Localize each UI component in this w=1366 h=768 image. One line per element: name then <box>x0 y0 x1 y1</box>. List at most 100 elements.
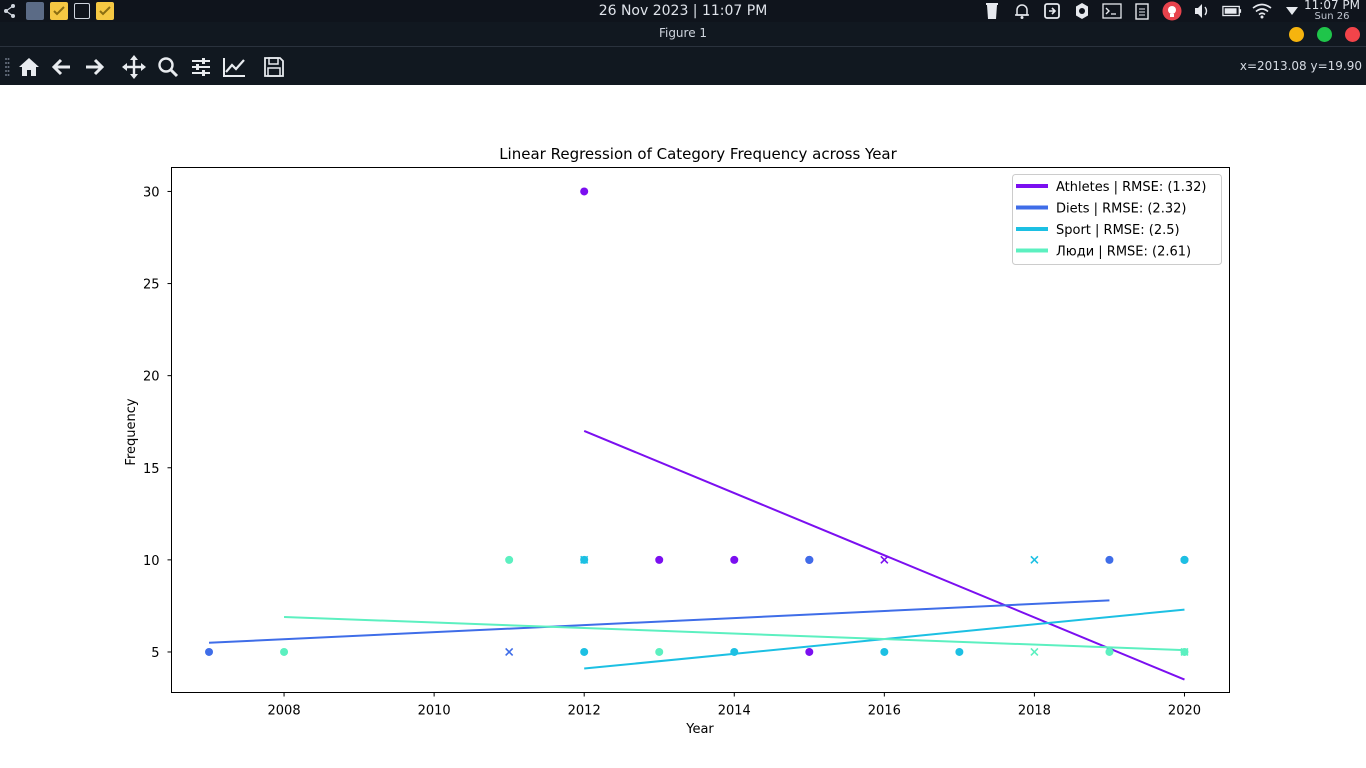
wifi-icon[interactable] <box>1252 2 1272 20</box>
terminal-icon[interactable] <box>1102 2 1122 20</box>
regression-line <box>208 599 1110 644</box>
x-tick-label: 2016 <box>868 704 901 719</box>
edit-axis-button[interactable] <box>221 54 247 80</box>
data-point <box>655 555 664 564</box>
idea-icon[interactable] <box>1162 1 1182 21</box>
notes-app-icon[interactable] <box>50 2 68 20</box>
close-button[interactable] <box>1345 27 1360 42</box>
y-axis-label: Frequency <box>124 398 139 465</box>
y-tick-label: 20 <box>143 370 160 385</box>
window-icon[interactable] <box>74 3 90 19</box>
window-title-bar: Figure 1 <box>0 22 1366 46</box>
x-axis-label: Year <box>685 722 714 737</box>
x-marker-point <box>1180 647 1189 657</box>
back-icon <box>51 58 70 76</box>
y-tick-label: 15 <box>143 462 160 477</box>
x-marker-point <box>580 555 589 564</box>
data-point <box>1105 647 1114 656</box>
data-point <box>730 647 739 656</box>
legend-label: Diets | RMSE: (2.32) <box>1056 202 1186 217</box>
taskbar-left <box>0 0 120 22</box>
configure-subplots-button[interactable] <box>188 54 214 80</box>
forward-button[interactable] <box>81 54 107 80</box>
x-marker-point <box>880 555 889 564</box>
x-tick-label: 2012 <box>568 704 601 719</box>
settings-icon[interactable] <box>1072 2 1092 20</box>
series-group <box>580 555 1189 670</box>
edit-axis-icon <box>223 58 245 77</box>
launcher-icon[interactable] <box>0 1 20 21</box>
x-tick-label: 2010 <box>418 704 451 719</box>
legend-label: Athletes | RMSE: (1.32) <box>1056 180 1206 195</box>
notes-app-icon-2[interactable] <box>96 2 114 20</box>
y-tick-label: 10 <box>143 554 160 569</box>
x-marker-point <box>505 647 514 657</box>
data-point <box>1180 555 1189 564</box>
pan-button[interactable] <box>121 54 147 80</box>
legend-box <box>1012 174 1222 265</box>
forward-icon <box>86 58 105 76</box>
x-tick-label: 2020 <box>1168 704 1201 719</box>
datetime-display[interactable]: 26 Nov 2023 | 11:07 PM <box>598 3 768 19</box>
pan-icon <box>122 55 146 79</box>
clock-time: 11:07 PM <box>1304 0 1360 12</box>
x-marker-stroke <box>580 555 589 564</box>
alarm-icon[interactable] <box>1012 2 1032 20</box>
zoom-icon <box>158 57 179 78</box>
trash-icon[interactable] <box>982 2 1002 20</box>
system-tray <box>972 0 1302 22</box>
toolbar-grip-icon[interactable] <box>4 57 10 77</box>
data-point <box>730 555 739 564</box>
data-point <box>880 647 889 656</box>
maximize-button[interactable] <box>1317 27 1332 42</box>
axes-frame <box>171 167 1230 693</box>
home-icon <box>19 58 39 76</box>
figure-canvas[interactable]: Linear Regression of Category Frequency … <box>0 85 1366 768</box>
x-marker-point <box>1030 647 1039 657</box>
x-marker-stroke <box>1030 555 1039 564</box>
data-point <box>1105 555 1114 564</box>
x-marker-point <box>1030 555 1039 564</box>
plot-marks <box>205 187 1189 681</box>
system-top-bar: 26 Nov 2023 | 11:07 PM <box>0 0 1366 22</box>
clock[interactable]: 11:07 PM Sun 26 <box>1304 0 1360 22</box>
series-group <box>280 555 1189 657</box>
legend-label: Sport | RMSE: (2.5) <box>1056 223 1180 238</box>
home-button[interactable] <box>16 54 42 80</box>
window-title: Figure 1 <box>658 26 708 40</box>
cursor-coordinates: x=2013.08 y=19.90 <box>1239 59 1362 73</box>
data-point <box>805 647 814 656</box>
series-group <box>205 555 1189 657</box>
back-button[interactable] <box>49 54 75 80</box>
save-button[interactable] <box>261 54 287 80</box>
x-marker-stroke <box>880 555 889 564</box>
data-point <box>655 647 664 656</box>
legend-label: Люди | RMSE: (2.61) <box>1056 245 1191 260</box>
desktop-switcher-icon[interactable] <box>26 2 44 20</box>
data-point <box>955 647 964 656</box>
data-point <box>205 647 214 656</box>
configure-subplots-icon <box>192 58 210 76</box>
y-tick-label: 5 <box>151 646 159 661</box>
regression-line <box>284 615 1185 652</box>
clipboard-icon[interactable] <box>1132 2 1152 20</box>
y-axis-ticks: 5 10 15 20 25 30 <box>143 185 172 661</box>
x-marker-stroke <box>1180 647 1189 657</box>
y-tick-label: 30 <box>143 185 160 200</box>
sync-icon[interactable] <box>1042 2 1062 20</box>
zoom-button[interactable] <box>155 54 181 80</box>
regression-line <box>583 429 1185 681</box>
x-tick-label: 2014 <box>718 704 751 719</box>
chart-title: Linear Regression of Category Frequency … <box>499 145 897 163</box>
data-point <box>280 647 289 656</box>
save-icon <box>264 57 284 77</box>
regression-plot[interactable]: Linear Regression of Category Frequency … <box>0 85 1366 768</box>
plot-toolbar: x=2013.08 y=19.90 <box>0 46 1366 85</box>
battery-icon[interactable] <box>1222 2 1242 20</box>
data-point <box>580 187 589 196</box>
data-point <box>805 555 814 564</box>
minimize-button[interactable] <box>1289 27 1304 42</box>
dropdown-icon[interactable] <box>1282 2 1302 20</box>
legend[interactable]: Athletes | RMSE: (1.32) Diets | RMSE: (2.… <box>1012 174 1222 265</box>
volume-icon[interactable] <box>1192 2 1212 20</box>
